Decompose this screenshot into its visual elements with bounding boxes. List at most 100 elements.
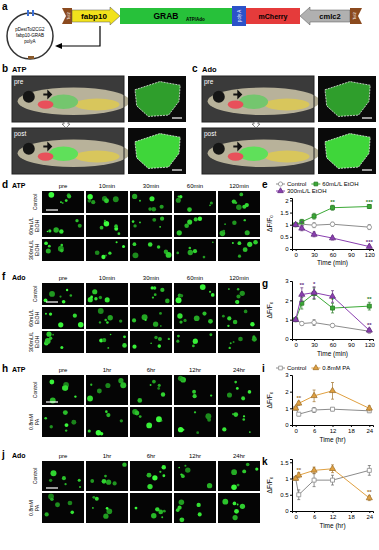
signal	[59, 295, 61, 297]
signal	[45, 313, 47, 315]
signal	[179, 195, 182, 198]
label: g	[262, 278, 268, 289]
label: ***	[366, 239, 374, 245]
fish-outline	[12, 76, 124, 122]
label: Control	[287, 181, 306, 187]
inset-image	[318, 76, 376, 122]
signal	[105, 410, 108, 413]
signal	[231, 469, 237, 475]
tick-label: 1.5	[280, 210, 289, 216]
panel-b: bATPprepost	[2, 63, 186, 174]
label: ΔF/F₀	[266, 391, 273, 408]
signal	[177, 335, 180, 338]
grab	[120, 8, 232, 24]
liver-signal	[135, 134, 180, 169]
signal	[132, 318, 136, 322]
axis-line	[290, 376, 293, 426]
micrograph	[130, 283, 172, 305]
x-tick: 12	[330, 425, 337, 434]
micrograph	[174, 239, 216, 261]
micrograph	[86, 191, 128, 213]
series-line	[296, 469, 370, 498]
tick-mark	[290, 495, 292, 496]
label: k	[262, 456, 268, 467]
signal	[106, 321, 109, 324]
signal	[58, 322, 63, 327]
error-bar	[331, 408, 334, 411]
scale-bar	[362, 169, 372, 170]
label: Control	[287, 365, 306, 371]
fish-body	[208, 88, 320, 116]
signal	[232, 221, 237, 226]
signal	[194, 315, 200, 321]
signal	[233, 320, 238, 325]
signal	[67, 194, 71, 198]
signal	[106, 413, 110, 417]
marker	[293, 316, 299, 321]
marker	[311, 289, 317, 294]
label: Time (min)	[317, 259, 348, 267]
micrograph	[86, 375, 128, 405]
label: *	[301, 220, 304, 226]
x-tick: 18	[348, 425, 355, 434]
signal	[53, 227, 58, 232]
signal	[194, 411, 196, 413]
tick-mark	[369, 249, 370, 251]
legend-marker	[279, 366, 283, 370]
fish-eye	[23, 91, 35, 103]
micrograph	[130, 461, 172, 491]
pointer	[43, 89, 52, 99]
signal	[176, 340, 179, 343]
signal	[45, 338, 51, 344]
signal	[161, 392, 165, 396]
tick-label: 12	[330, 428, 337, 434]
signal	[48, 229, 51, 232]
tick-mark	[290, 462, 292, 463]
series-line	[296, 294, 370, 320]
panel-h: hATPpre1hr6hr12hr24hrControl0.8mMPA	[2, 363, 260, 437]
signal	[73, 314, 77, 318]
marker	[331, 306, 335, 310]
signal	[49, 479, 52, 482]
signal	[176, 508, 180, 512]
micrograph	[174, 283, 216, 305]
tick-label: 1	[285, 222, 289, 228]
signal	[66, 289, 68, 291]
signal	[230, 342, 232, 344]
signal	[243, 247, 248, 252]
signal	[160, 205, 164, 209]
signal	[95, 250, 100, 255]
label: **	[367, 322, 372, 328]
tick-label: 1	[285, 317, 289, 323]
signal	[70, 511, 74, 515]
signal	[44, 417, 47, 420]
mcherry	[246, 8, 300, 24]
label: ***	[366, 199, 374, 205]
tick-label: 120	[365, 342, 376, 348]
signal	[222, 315, 225, 318]
signal	[147, 473, 152, 478]
tick-label: 1	[285, 476, 289, 482]
signal	[60, 346, 63, 349]
tick-label: 0	[295, 428, 299, 434]
liver-signal	[325, 82, 370, 117]
x-tick: 6	[313, 511, 317, 520]
legend-marker	[278, 182, 282, 186]
micrograph	[42, 493, 84, 523]
down-arrow	[62, 122, 70, 128]
label: 6hr	[147, 367, 156, 373]
signal	[179, 500, 185, 506]
signal	[149, 196, 154, 201]
signal	[113, 196, 119, 202]
label: ATP/Ado	[186, 17, 205, 22]
y-tick: 0	[285, 246, 292, 252]
signal	[88, 199, 92, 203]
signal	[65, 199, 68, 202]
signal	[58, 246, 64, 252]
marker	[297, 412, 301, 416]
signal	[120, 419, 123, 422]
label: ATP	[12, 182, 26, 189]
tick-label: 60	[330, 342, 337, 348]
tick-mark	[290, 375, 292, 376]
signal	[233, 341, 235, 343]
